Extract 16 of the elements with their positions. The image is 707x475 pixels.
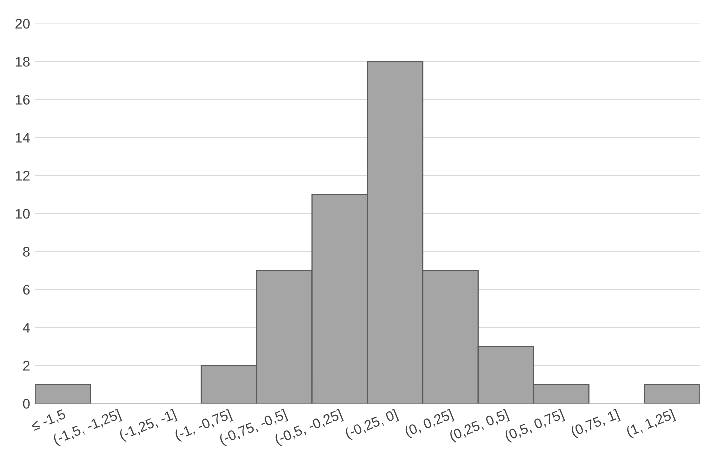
y-tick-label: 6 <box>23 285 30 295</box>
y-tick-label: 4 <box>23 323 30 333</box>
x-tick-label: (0,75, 1] <box>570 408 621 440</box>
x-tick-label: (-0,25, 0] <box>344 408 400 442</box>
y-tick-label: 16 <box>16 95 30 105</box>
y-tick-label: 2 <box>23 361 30 371</box>
bar <box>35 384 92 404</box>
bar <box>644 384 700 404</box>
y-tick-label: 8 <box>23 247 30 257</box>
x-tick-label: (1, 1,25] <box>626 408 676 440</box>
y-tick-label: 0 <box>23 399 30 409</box>
y-tick-label: 20 <box>16 19 30 29</box>
y-tick-label: 18 <box>16 57 30 67</box>
y-tick-label: 14 <box>16 133 30 143</box>
y-tick-label: 10 <box>16 209 30 219</box>
y-tick-label: 12 <box>16 171 30 181</box>
